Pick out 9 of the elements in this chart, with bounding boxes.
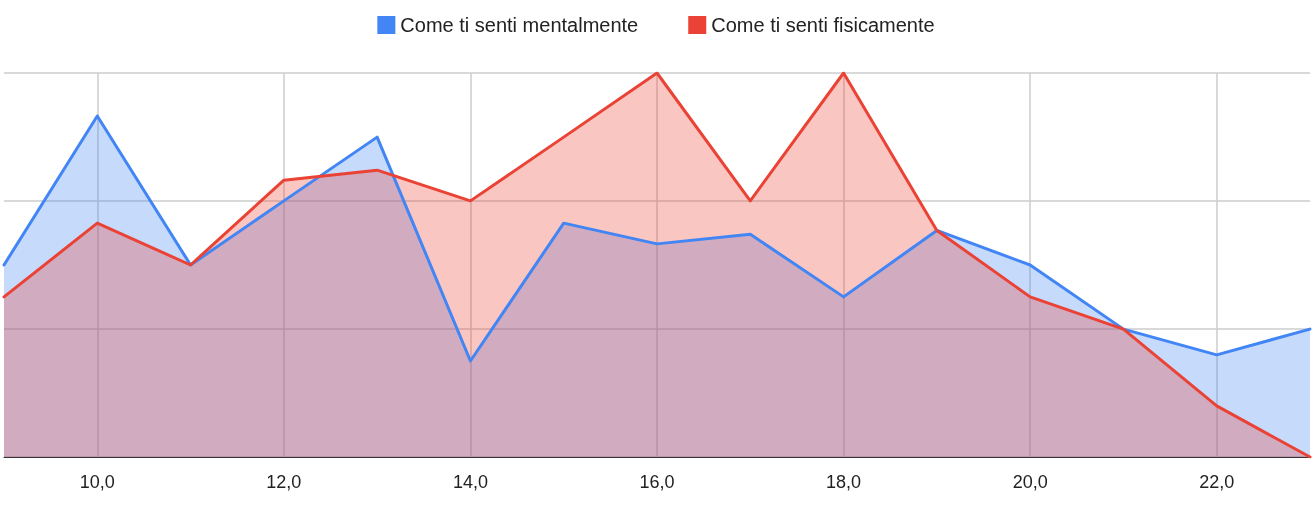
- x-tick-label: 18,0: [826, 472, 862, 492]
- legend-label: Come ti senti fisicamente: [711, 14, 935, 36]
- x-tick-label: 22,0: [1199, 472, 1235, 492]
- legend-label: Come ti senti mentalmente: [400, 14, 639, 36]
- x-tick-label: 20,0: [1012, 472, 1048, 492]
- x-tick-label: 14,0: [452, 472, 488, 492]
- x-tick-label: 12,0: [266, 472, 302, 492]
- x-tick-label: 10,0: [79, 472, 115, 492]
- x-tick-label: 16,0: [639, 472, 675, 492]
